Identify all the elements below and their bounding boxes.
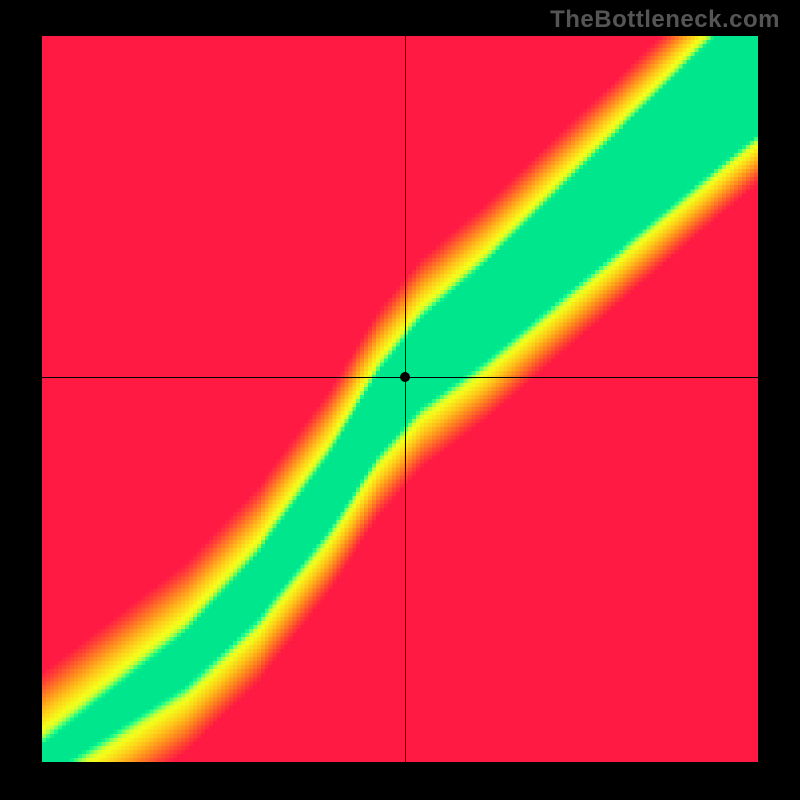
heatmap-canvas [42,36,758,762]
crosshair-vertical [405,36,406,762]
chart-container: TheBottleneck.com [0,0,800,800]
watermark-text: TheBottleneck.com [550,6,780,34]
